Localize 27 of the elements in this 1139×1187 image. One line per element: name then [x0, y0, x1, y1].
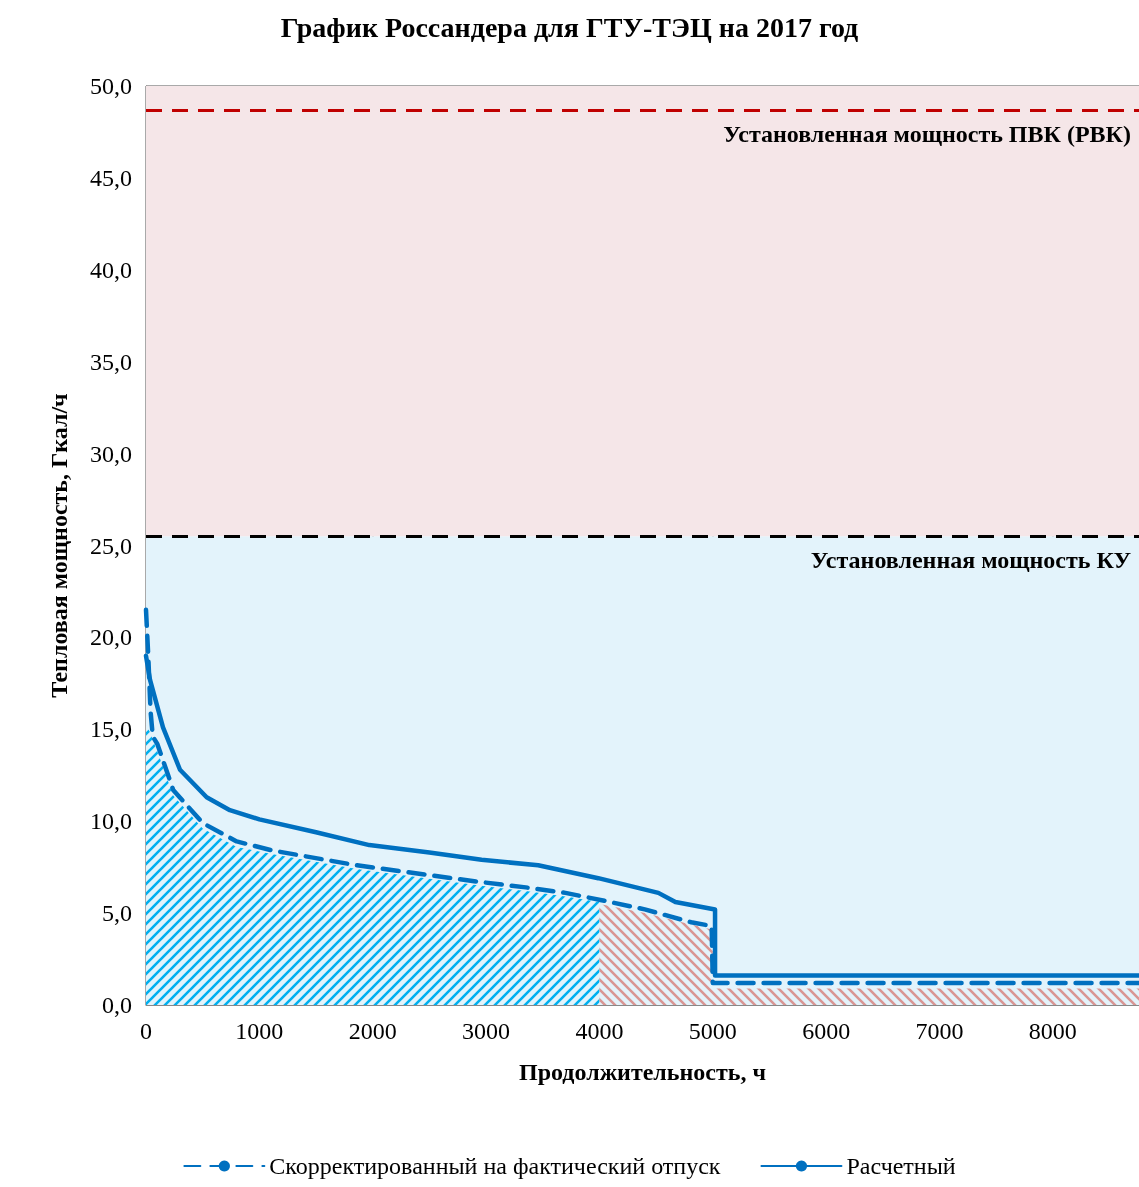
ref-line-label: Установленная мощность ПВК (РВК): [723, 120, 1131, 147]
legend-label: Расчетный: [846, 1153, 956, 1179]
x-axis-title: Продолжительность, ч: [519, 1059, 766, 1085]
y-axis-title: Тепловая мощность, Гкал/ч: [46, 393, 72, 698]
x-tick-label: 4000: [575, 1018, 624, 1044]
ref-line-label: Установленная мощность КУ: [810, 547, 1132, 574]
y-tick-label: 20,0: [90, 624, 132, 651]
y-tick-label: 35,0: [90, 348, 132, 375]
x-tick-label: 1000: [235, 1018, 284, 1044]
y-tick-label: 5,0: [102, 900, 132, 927]
x-tick-label: 7000: [915, 1018, 964, 1044]
y-tick-label: 10,0: [90, 808, 132, 835]
y-tick-label: 50,0: [90, 73, 132, 99]
y-tick-label: 45,0: [90, 164, 132, 191]
x-tick-label: 6000: [802, 1018, 851, 1044]
legend-label: Скорректированный на фактический отпуск: [269, 1153, 721, 1179]
y-tick-label: 30,0: [90, 440, 132, 467]
y-tick-label: 0,0: [102, 992, 132, 1018]
y-tick-label: 25,0: [90, 532, 132, 559]
x-tick-label: 3000: [462, 1018, 511, 1044]
x-tick-label: 0: [140, 1018, 152, 1044]
x-tick-label: 8000: [1028, 1018, 1077, 1044]
y-tick-label: 15,0: [90, 716, 132, 743]
x-tick-label: 5000: [688, 1018, 737, 1044]
chart-title: График Россандера для ГТУ-ТЭЦ на 2017 год: [280, 11, 859, 43]
x-tick-label: 2000: [348, 1018, 397, 1044]
y-tick-label: 40,0: [90, 256, 132, 283]
